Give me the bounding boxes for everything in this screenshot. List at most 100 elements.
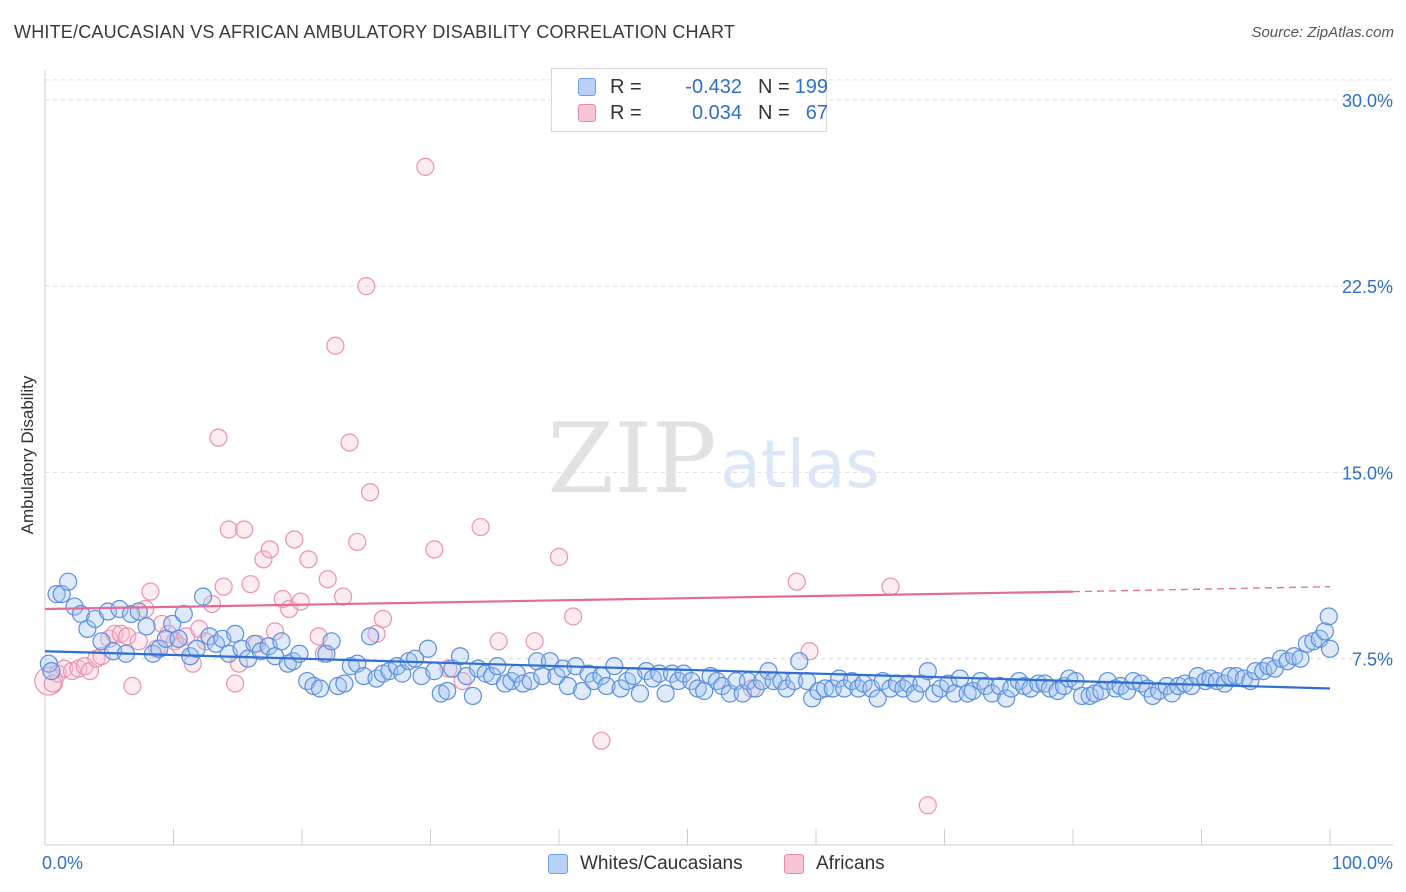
point-white bbox=[894, 679, 913, 698]
point-white bbox=[899, 674, 918, 693]
point-white bbox=[463, 686, 483, 706]
point-white bbox=[1320, 639, 1340, 658]
point-white bbox=[630, 684, 650, 703]
legend-r-label: R = bbox=[610, 102, 642, 124]
point-african bbox=[592, 731, 611, 750]
x-tick-label-max: 100.0% bbox=[1332, 853, 1393, 873]
point-white bbox=[137, 617, 156, 636]
point-african bbox=[226, 674, 245, 693]
point-white bbox=[193, 587, 213, 606]
point-white bbox=[1254, 662, 1273, 681]
point-white bbox=[169, 629, 188, 648]
legend-n-value: 199 bbox=[794, 76, 828, 98]
point-african bbox=[254, 550, 273, 569]
trend-line-africans-extension bbox=[1072, 586, 1331, 593]
point-african bbox=[235, 520, 254, 539]
source-label: Source: ZipAtlas.com bbox=[1251, 24, 1394, 41]
point-white bbox=[272, 632, 291, 651]
point-white bbox=[803, 689, 822, 708]
trend-line-whites bbox=[44, 650, 1331, 690]
y-tick-label: 15.0% bbox=[1342, 463, 1393, 483]
point-white bbox=[438, 681, 457, 701]
point-white bbox=[1315, 622, 1334, 641]
tick-labels: 7.5% 15.0% 22.5% 30.0% 0.0% 100.0% bbox=[42, 91, 1393, 873]
point-african bbox=[123, 676, 142, 696]
point-white bbox=[849, 679, 868, 698]
point-african bbox=[260, 540, 279, 559]
point-african bbox=[219, 520, 238, 539]
point-white bbox=[939, 674, 958, 693]
point-white bbox=[682, 671, 701, 691]
point-african bbox=[918, 796, 937, 815]
watermark: ZIP atlas bbox=[547, 403, 879, 515]
trend-lines bbox=[44, 586, 1331, 690]
legend-r-label: R = bbox=[610, 76, 642, 98]
point-white bbox=[361, 627, 380, 646]
point-white bbox=[815, 679, 835, 698]
axes bbox=[44, 70, 1393, 846]
point-white bbox=[78, 619, 97, 638]
watermark-zip: ZIP bbox=[547, 403, 716, 515]
point-african bbox=[159, 624, 178, 643]
correlation-legend: R = -0.432 N = 199 R = 0.034 N = 67 bbox=[551, 68, 828, 132]
point-african bbox=[214, 577, 233, 596]
point-white bbox=[47, 585, 66, 604]
y-axis-label: Ambulatory Disability bbox=[18, 375, 37, 535]
watermark-atlas: atlas bbox=[720, 426, 880, 503]
point-white bbox=[425, 662, 444, 681]
point-white bbox=[905, 684, 925, 703]
point-white bbox=[150, 639, 169, 658]
point-white bbox=[174, 604, 193, 624]
point-african bbox=[425, 540, 444, 559]
legend-swatch-africans bbox=[578, 104, 596, 122]
point-african bbox=[152, 614, 172, 634]
point-african bbox=[209, 428, 228, 447]
point-african bbox=[326, 336, 345, 355]
point-african bbox=[129, 632, 148, 651]
point-white bbox=[868, 689, 887, 708]
point-white bbox=[842, 671, 862, 691]
point-african bbox=[471, 517, 490, 537]
point-white bbox=[418, 639, 438, 658]
point-african bbox=[348, 532, 367, 552]
point-african bbox=[340, 433, 359, 452]
chart-title: WHITE/CAUCASIAN VS AFRICAN AMBULATORY DI… bbox=[14, 22, 736, 42]
point-white bbox=[488, 657, 507, 676]
point-white bbox=[982, 684, 1002, 703]
point-african bbox=[439, 659, 458, 678]
point-white bbox=[65, 597, 84, 616]
point-african bbox=[373, 609, 393, 629]
point-white bbox=[611, 679, 630, 698]
legend-n-label: N = bbox=[758, 102, 790, 124]
point-white bbox=[42, 662, 61, 681]
point-african bbox=[141, 582, 160, 601]
point-white bbox=[707, 671, 727, 691]
point-african bbox=[299, 550, 318, 569]
point-white bbox=[187, 639, 206, 658]
point-white bbox=[245, 634, 264, 653]
point-african bbox=[334, 587, 353, 606]
point-white bbox=[450, 647, 470, 666]
point-african bbox=[318, 570, 337, 589]
point-white bbox=[997, 689, 1016, 708]
point-african bbox=[525, 632, 544, 651]
legend-label-whites: Whites/Caucasians bbox=[580, 853, 743, 874]
point-white bbox=[605, 657, 624, 676]
point-white bbox=[1182, 676, 1201, 696]
point-white bbox=[547, 666, 566, 686]
point-white bbox=[322, 632, 341, 651]
legend-swatch-africans bbox=[784, 854, 804, 874]
point-white bbox=[558, 676, 578, 696]
point-white bbox=[39, 654, 58, 673]
point-white bbox=[335, 674, 354, 693]
point-white bbox=[971, 671, 990, 691]
point-white bbox=[918, 662, 937, 681]
point-african bbox=[357, 277, 376, 296]
point-african bbox=[291, 592, 310, 611]
point-white bbox=[283, 652, 303, 671]
point-white bbox=[597, 676, 616, 696]
point-african bbox=[489, 632, 508, 651]
point-african bbox=[549, 547, 569, 566]
point-african bbox=[361, 483, 380, 502]
